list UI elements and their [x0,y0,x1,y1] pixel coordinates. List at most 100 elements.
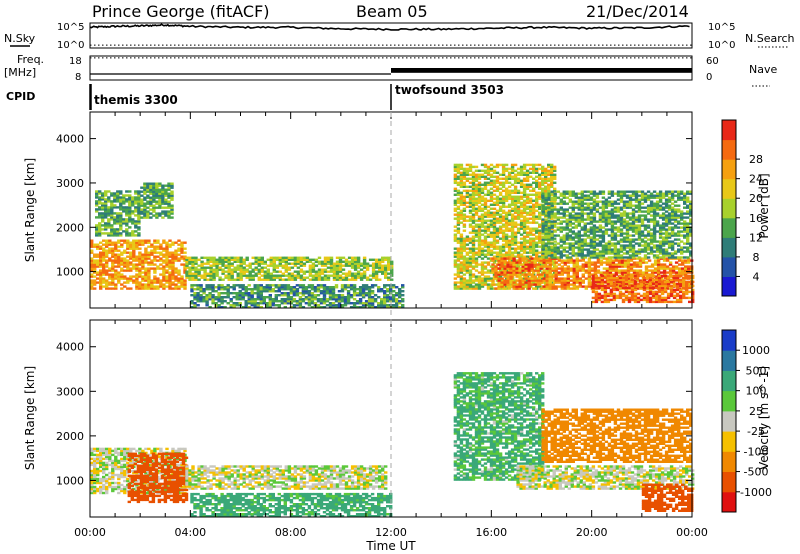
power-cell [143,216,147,219]
power-cell [536,273,540,276]
power-cell [361,286,366,289]
power-cell [135,243,139,246]
power-cell [480,273,485,276]
power-cell [208,292,212,295]
power-cell [483,175,488,178]
power-cell [96,271,100,274]
power-cell [308,266,313,269]
power-cell [146,200,150,203]
power-cell [141,263,145,266]
power-cell [638,259,643,262]
power-cell [556,242,560,245]
power-cell [536,271,540,274]
power-cell [495,229,500,232]
power-cell [583,222,587,225]
power-cell [155,200,159,203]
power-cell [278,270,282,273]
power-cell [150,253,154,256]
power-cell [155,184,159,187]
power-cell [206,260,210,263]
power-cell [635,273,640,276]
power-cell [483,221,488,224]
power-cell [99,251,103,254]
power-cell [571,230,575,233]
power-cell [244,294,248,297]
power-cell [236,268,240,271]
power-cell [547,246,551,249]
power-cell [506,277,510,280]
power-cell [665,287,670,290]
power-cell [486,191,491,194]
power-cell [504,225,509,228]
power-cell [548,265,552,268]
power-cell [501,233,506,236]
power-cell [161,198,165,201]
nave-label: Nave [749,63,777,76]
power-cell [580,212,584,215]
power-cell [678,271,682,274]
power-cell [90,251,94,254]
power-cell [398,288,402,291]
power-cell [592,226,597,229]
power-cell [301,298,306,301]
power-cell [483,235,488,238]
power-cell [346,294,351,297]
power-cell [553,196,557,199]
power-cell [170,206,174,209]
power-cell [226,296,230,299]
power-cell [593,267,598,270]
power-cell [239,258,243,261]
power-cell [197,268,201,271]
power-cell [257,276,261,279]
power-cell [575,259,579,262]
power-cell [501,243,506,246]
power-cell [497,263,501,266]
power-cell [504,163,509,167]
power-cell [480,219,485,222]
power-cell [545,277,549,280]
power-cell [392,296,396,299]
power-cell [574,236,578,239]
power-cell [340,294,345,297]
power-cell [459,275,464,278]
power-cell [553,240,557,243]
power-cell [129,247,133,250]
power-cell [95,204,99,207]
power-cell [132,263,136,266]
power-cell [144,255,148,258]
power-cell [580,246,584,249]
power-cell [107,224,111,227]
power-cell [343,284,348,287]
power-cell [93,279,97,282]
power-cell [117,271,121,274]
power-cell [544,211,548,214]
power-cell [185,270,189,273]
power-cell [465,167,470,171]
power-cell [93,263,97,266]
power-cell [592,234,597,237]
power-cell [114,275,118,278]
power-cell [519,245,524,248]
power-cell [138,269,142,272]
power-cell [510,283,515,286]
power-cell [203,270,207,273]
power-cell [477,249,482,252]
power-cell [512,259,516,262]
power-cell [150,263,154,266]
power-cell [562,192,566,195]
power-cell [164,206,168,209]
power-cell [510,199,515,202]
power-cell [486,229,491,232]
power-cell [105,251,109,254]
power-cell [501,177,506,180]
power-cell [208,288,212,291]
power-cell [271,290,275,293]
power-cell [474,259,479,262]
power-cell [328,298,333,301]
power-cell [153,245,157,248]
power-cell [550,232,554,235]
power-cell [123,269,127,272]
power-cell [171,261,175,264]
power-cell [135,283,139,286]
power-cell [123,275,127,278]
